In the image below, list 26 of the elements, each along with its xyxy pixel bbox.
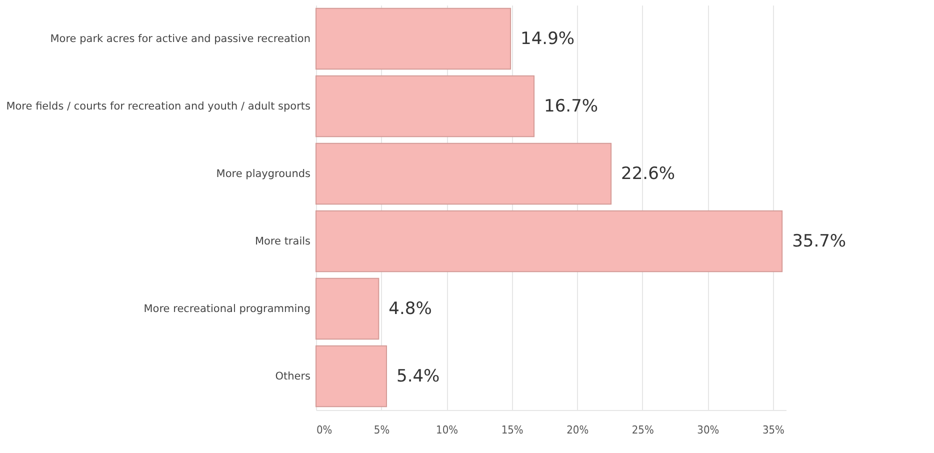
bar bbox=[316, 345, 387, 408]
data-label: 22.6% bbox=[621, 164, 676, 184]
x-tick-label: 25% bbox=[632, 424, 654, 436]
x-tick-label: 20% bbox=[566, 424, 589, 436]
y-tick-label: Others bbox=[275, 370, 310, 382]
data-label: 14.9% bbox=[520, 28, 575, 49]
x-tick-label: 10% bbox=[436, 424, 458, 436]
x-tick-label: 35% bbox=[762, 424, 784, 436]
y-tick-label: More recreational programming bbox=[144, 302, 310, 315]
bar bbox=[316, 278, 380, 340]
bar bbox=[316, 75, 535, 138]
bar bbox=[316, 142, 612, 205]
bar bbox=[316, 8, 512, 70]
bar bbox=[316, 210, 783, 272]
x-tick-label: 15% bbox=[501, 424, 524, 436]
x-tick-label: 0% bbox=[316, 424, 332, 436]
data-label: 4.8% bbox=[388, 298, 432, 319]
data-label: 35.7% bbox=[792, 231, 846, 252]
x-tick-label: 30% bbox=[697, 424, 720, 436]
x-tick-label: 5% bbox=[374, 424, 390, 436]
data-label: 16.7% bbox=[544, 96, 598, 116]
y-tick-label: More park acres for active and passive recreation bbox=[50, 32, 310, 45]
y-tick-label: More fields / courts for recreation and youth / adult sports bbox=[6, 100, 310, 112]
y-tick-label: More playgrounds bbox=[216, 168, 310, 180]
y-tick-label: More trails bbox=[254, 235, 310, 248]
data-label: 5.4% bbox=[396, 366, 440, 386]
